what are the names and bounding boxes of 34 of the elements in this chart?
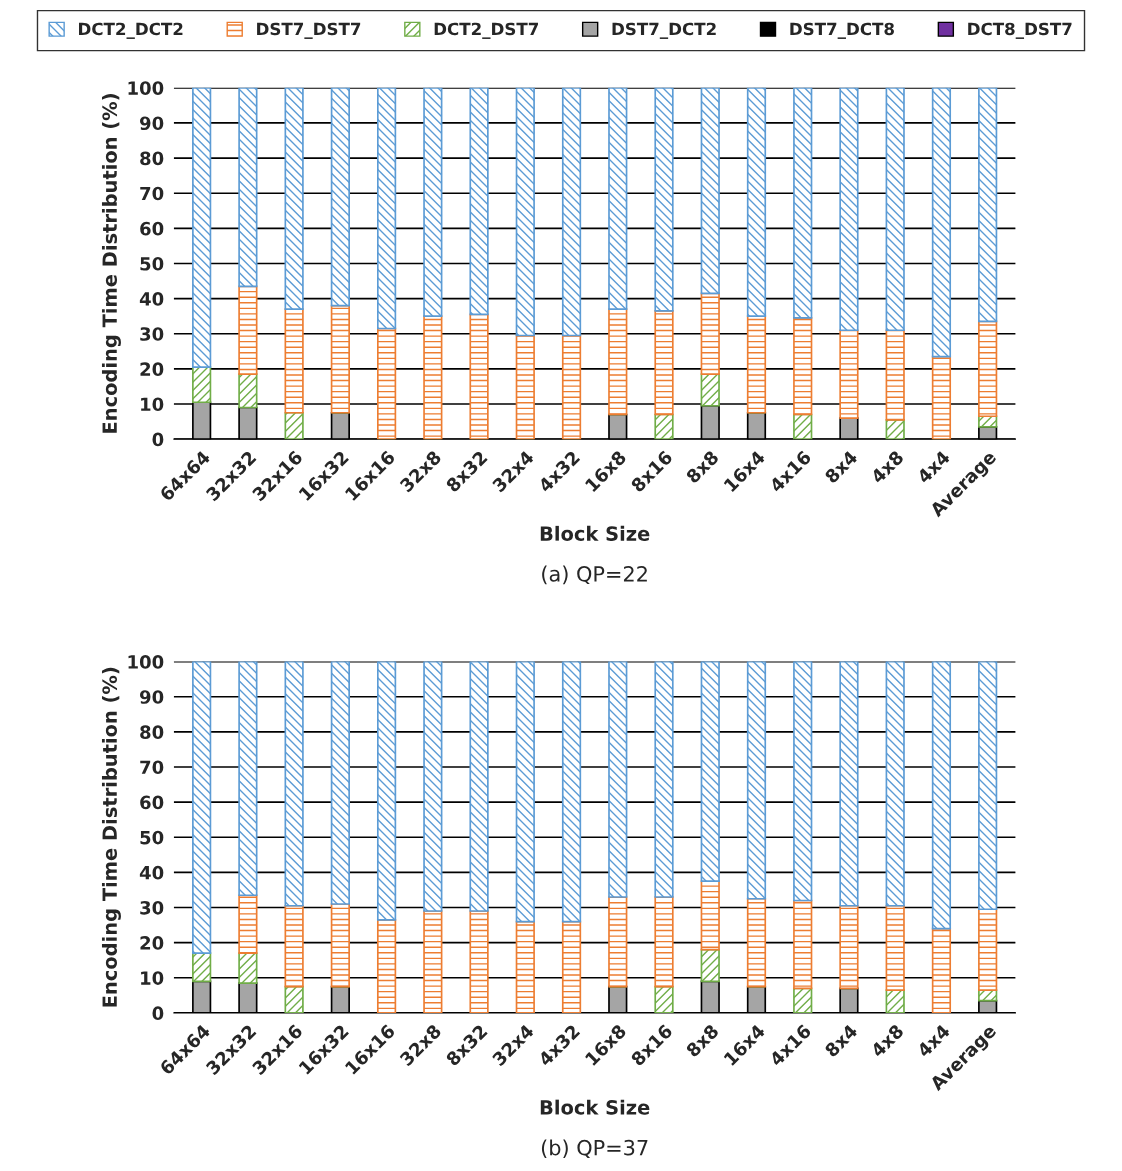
legend-label: DCT2_DST7 — [434, 22, 538, 39]
y-axis-title: Encoding Time Distribution (%) — [101, 667, 121, 1007]
y-tick-label: 90 — [140, 690, 164, 704]
y-tick-label: 60 — [140, 221, 164, 236]
y-tick-label: 70 — [140, 186, 164, 201]
x-axis-title: Block Size — [540, 525, 650, 541]
text: (b) QP=37 — [541, 1139, 648, 1158]
y-tick-label: 20 — [140, 936, 164, 950]
legend-label: DST7_DCT8 — [790, 22, 894, 39]
y-tick-label: 100 — [128, 655, 164, 669]
legend-label: DST7_DCT2 — [612, 22, 716, 39]
y-tick-label: 10 — [141, 397, 164, 412]
y-tick-label: 0 — [152, 432, 164, 447]
y-tick-label: 10 — [141, 971, 164, 985]
y-tick-label: 0 — [152, 1006, 164, 1021]
y-axis-title: Encoding Time Distribution (%) — [101, 94, 121, 433]
y-tick-label: 20 — [140, 362, 164, 376]
x-axis-title: Block Size — [540, 1099, 650, 1115]
legend-label: DCT8_DST7 — [968, 22, 1072, 39]
y-tick-label: 30 — [140, 900, 164, 915]
y-tick-label: 50 — [140, 256, 164, 271]
y-tick-label: 80 — [140, 725, 164, 739]
y-tick-label: 30 — [140, 327, 164, 341]
y-tick-label: 50 — [140, 830, 164, 845]
y-tick-label: 90 — [140, 116, 164, 131]
y-tick-label: 70 — [140, 760, 164, 775]
y-tick-label: 40 — [139, 865, 164, 880]
y-tick-label: 40 — [139, 292, 164, 306]
legend-label: DCT2_DCT2 — [79, 22, 183, 39]
y-tick-label: 100 — [128, 81, 164, 95]
text: (a) QP=22 — [542, 565, 647, 585]
legend-label: DST7_DST7 — [257, 22, 361, 39]
y-tick-label: 60 — [140, 795, 164, 810]
y-tick-label: 80 — [140, 151, 164, 166]
